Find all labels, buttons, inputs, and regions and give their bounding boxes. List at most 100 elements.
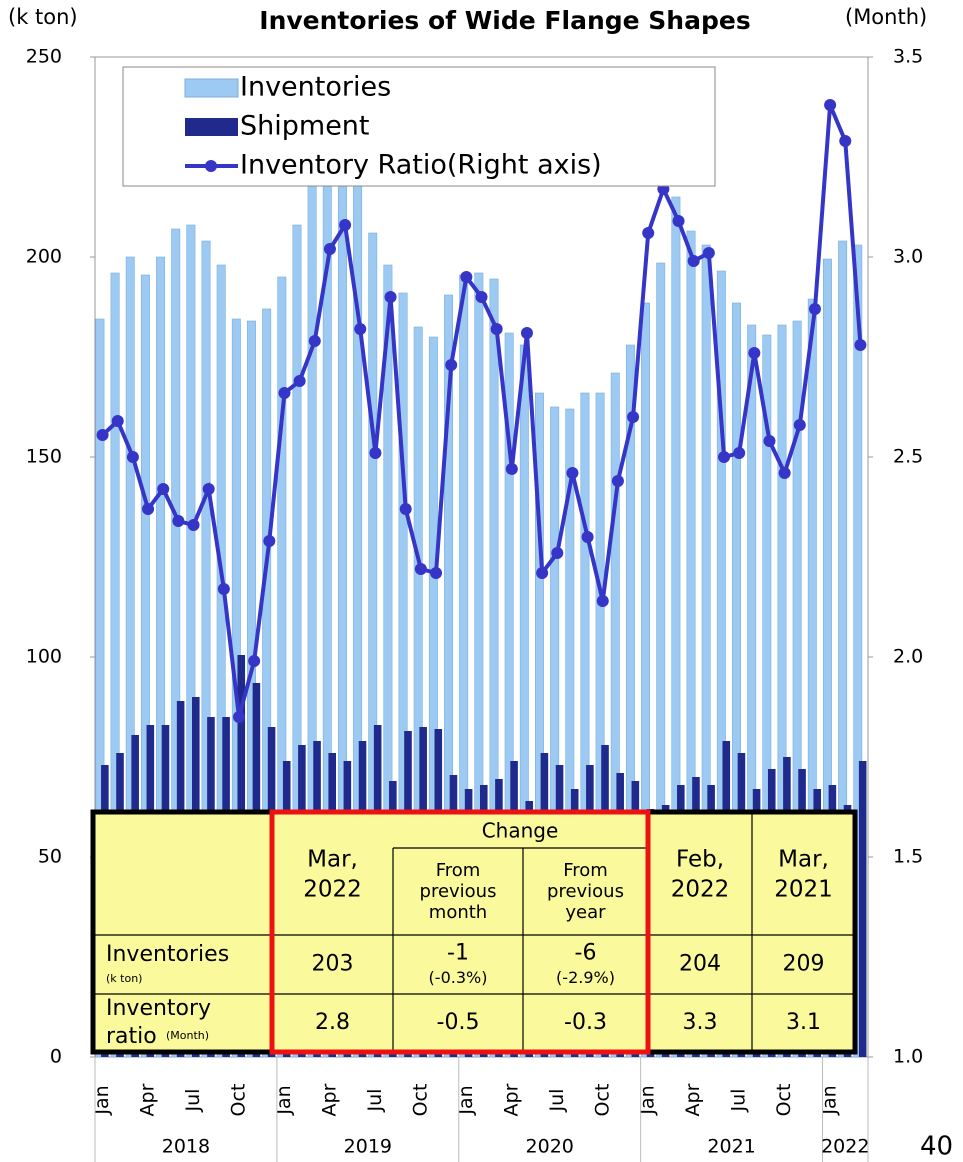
ratio-point xyxy=(111,415,124,427)
page-number: 40 xyxy=(920,1132,953,1162)
x-tick-label: Oct xyxy=(773,1084,795,1117)
table-cell: 204 xyxy=(679,952,721,977)
table-cell: -0.3 xyxy=(564,1010,607,1035)
ratio-point xyxy=(748,347,761,359)
ratio-point xyxy=(490,323,503,335)
x-tick-label: Jul xyxy=(728,1089,750,1113)
ratio-point xyxy=(505,463,518,475)
table-change-header: Change xyxy=(482,819,559,843)
y-tick-label: 50 xyxy=(38,846,62,868)
inventory-bar xyxy=(474,272,484,1058)
ratio-point xyxy=(384,291,397,303)
inventory-bar xyxy=(777,324,787,1058)
table-header: From xyxy=(563,860,608,881)
inventory-bar xyxy=(838,240,848,1058)
inventory-bar xyxy=(489,278,499,1058)
ratio-point xyxy=(369,447,382,459)
y2-unit: (Month) xyxy=(845,5,927,29)
ratio-point xyxy=(278,387,291,399)
ratio-point xyxy=(126,451,139,463)
ratio-point xyxy=(566,467,579,479)
y-tick-label: 250 xyxy=(26,46,62,68)
table-header: previous xyxy=(547,881,624,902)
inventory-bar xyxy=(110,272,120,1058)
table-header: 2021 xyxy=(774,877,833,903)
ratio-point xyxy=(642,227,655,239)
inventory-bar xyxy=(262,308,272,1058)
inventory-bar xyxy=(428,336,438,1058)
y2-tick-label: 1.5 xyxy=(893,846,923,868)
y-tick-label: 0 xyxy=(50,1046,62,1068)
table-header: Mar, xyxy=(778,847,829,873)
legend-label: Shipment xyxy=(240,111,370,142)
x-tick-label: Oct xyxy=(409,1084,431,1117)
inventory-bar xyxy=(641,302,651,1058)
inventory-bar xyxy=(216,264,226,1058)
inventory-bar xyxy=(565,408,575,1058)
row-label: ratio xyxy=(106,1024,157,1049)
table-header: Mar, xyxy=(307,847,358,873)
ratio-point xyxy=(202,483,215,495)
ratio-point xyxy=(414,563,427,575)
inventory-bar xyxy=(853,244,863,1058)
ratio-point xyxy=(854,339,867,351)
inventory-bar xyxy=(747,324,757,1058)
ratio-point xyxy=(354,323,367,335)
ratio-point xyxy=(157,483,170,495)
inventory-bar xyxy=(792,320,802,1058)
legend-swatch xyxy=(205,160,217,172)
legend-label: Inventory Ratio(Right axis) xyxy=(240,150,602,181)
ratio-point xyxy=(339,219,352,231)
ratio-point xyxy=(96,429,109,441)
legend-swatch xyxy=(185,118,238,136)
x-tick-label: Jan xyxy=(455,1085,477,1115)
ratio-point xyxy=(687,255,700,267)
row-label: Inventories xyxy=(106,942,229,967)
inventory-bar xyxy=(701,244,711,1058)
table-cell: (-0.3%) xyxy=(429,968,488,987)
table-cell: -0.5 xyxy=(437,1010,480,1035)
inventory-bar xyxy=(277,276,287,1058)
ratio-point xyxy=(778,467,791,479)
table-cell: 203 xyxy=(312,952,354,977)
x-tick-label: Jan xyxy=(819,1085,841,1115)
x-tick-label: Apr xyxy=(137,1083,159,1116)
ratio-point xyxy=(596,595,609,607)
ratio-point xyxy=(308,335,321,347)
x-tick-label: Oct xyxy=(591,1084,613,1117)
highlight-box xyxy=(269,809,651,1055)
x-tick-label: Oct xyxy=(227,1084,249,1117)
ratio-point xyxy=(430,567,443,579)
inventory-bar xyxy=(716,270,726,1058)
ratio-point xyxy=(702,247,715,259)
x-tick-label: Apr xyxy=(682,1083,704,1116)
inventory-bar xyxy=(444,294,454,1058)
inventory-bar xyxy=(580,392,590,1058)
inventory-bar xyxy=(762,334,772,1058)
inventory-bar xyxy=(595,392,605,1058)
inventory-bar xyxy=(807,298,817,1058)
ratio-point xyxy=(627,411,640,423)
table-cell: -6 xyxy=(575,941,597,966)
x-tick-label: Jan xyxy=(91,1085,113,1115)
y-tick-label: 150 xyxy=(26,446,62,468)
ratio-point xyxy=(187,519,200,531)
ratio-point xyxy=(551,547,564,559)
ratio-point xyxy=(808,303,821,315)
x-tick-label: Jul xyxy=(546,1089,568,1113)
year-label: 2021 xyxy=(707,1136,755,1158)
year-label: 2020 xyxy=(526,1136,574,1158)
table-cell: 2.8 xyxy=(315,1010,350,1035)
legend-swatch xyxy=(184,78,239,98)
x-tick-label: Apr xyxy=(500,1083,522,1116)
inventory-bar xyxy=(504,332,514,1058)
ratio-point xyxy=(172,515,185,527)
table-header: month xyxy=(429,902,487,923)
inventory-bar xyxy=(398,292,408,1058)
x-tick-label: Apr xyxy=(318,1083,340,1116)
inventory-bar xyxy=(656,262,666,1058)
row-unit: (Month) xyxy=(166,1029,209,1042)
shipment-bar xyxy=(858,761,867,1057)
x-tick-label: Jul xyxy=(182,1089,204,1113)
